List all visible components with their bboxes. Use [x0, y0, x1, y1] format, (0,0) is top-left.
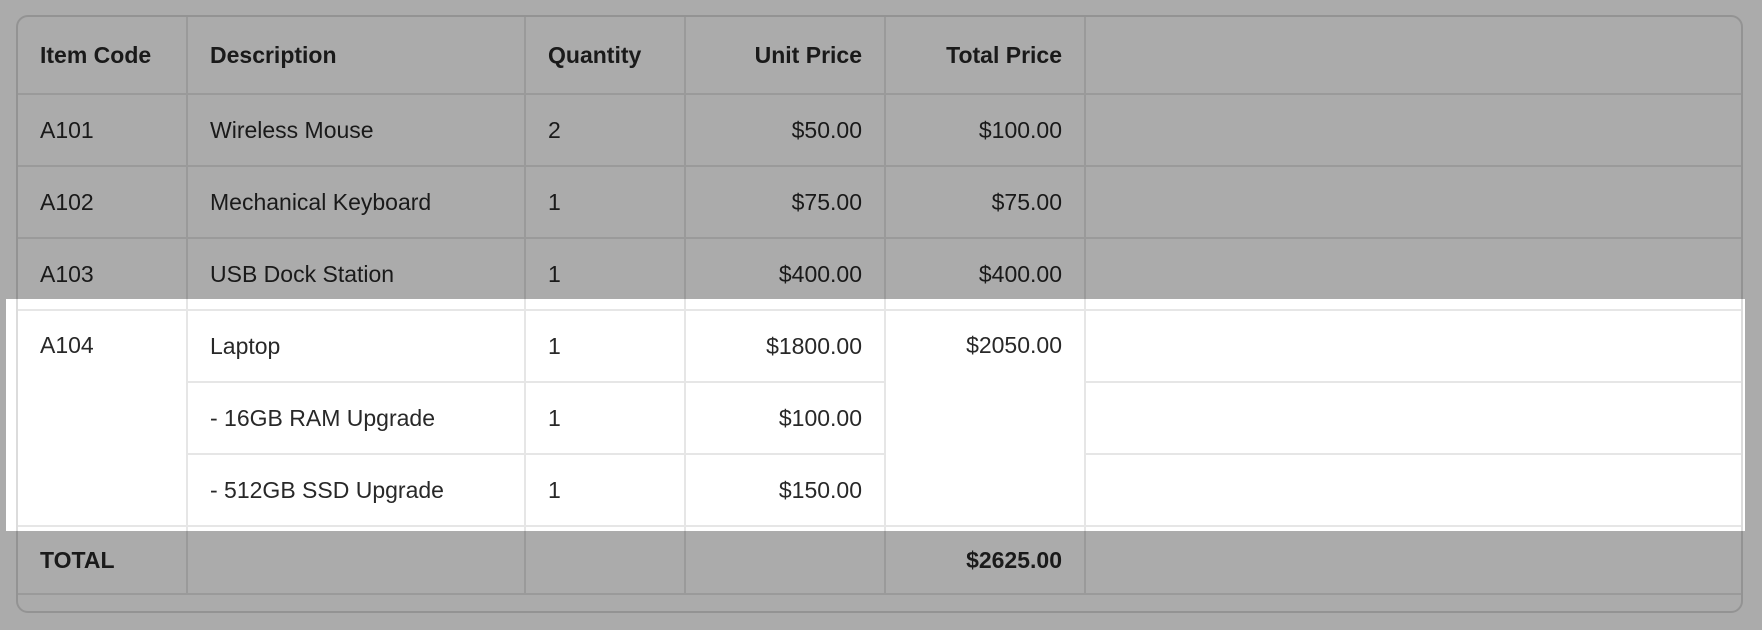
cell-extra [1086, 167, 1741, 239]
cell-extra [1086, 383, 1741, 455]
cell-description: USB Dock Station [188, 239, 526, 311]
cell-quantity [526, 527, 686, 595]
cell-description: - 16GB RAM Upgrade [188, 383, 526, 455]
column-header-total-price: Total Price [886, 17, 1086, 95]
cell-quantity: 1 [526, 311, 686, 383]
column-header-unit-price: Unit Price [686, 17, 886, 95]
column-header-description: Description [188, 17, 526, 95]
cell-unit-price: $150.00 [686, 455, 886, 527]
column-header-extra [1086, 17, 1741, 95]
cell-unit-price [686, 527, 886, 595]
cell-total-price: $75.00 [886, 167, 1086, 239]
cell-extra [1086, 95, 1741, 167]
cell-unit-price: $75.00 [686, 167, 886, 239]
total-price-value: $2625.00 [886, 527, 1086, 595]
table-row-a101: A101 Wireless Mouse 2 $50.00 $100.00 [18, 95, 1741, 167]
cell-description: Mechanical Keyboard [188, 167, 526, 239]
table-row-a104-laptop: A104 Laptop 1 $1800.00 $2050.00 [18, 311, 1741, 527]
column-header-quantity: Quantity [526, 17, 686, 95]
cell-unit-price: $400.00 [686, 239, 886, 311]
invoice-table: Item Code Description Quantity Unit Pric… [18, 17, 1741, 595]
cell-description: Wireless Mouse [188, 95, 526, 167]
cell-unit-price: $100.00 [686, 383, 886, 455]
cell-extra [1086, 239, 1741, 311]
cell-extra [1086, 455, 1741, 527]
cell-description: Laptop [188, 311, 526, 383]
cell-total-price: $100.00 [886, 95, 1086, 167]
cell-item-code: A102 [18, 167, 188, 239]
cell-extra [1086, 311, 1741, 383]
cell-quantity: 1 [526, 239, 686, 311]
cell-description: - 512GB SSD Upgrade [188, 455, 526, 527]
highlighted-row-group-a104[interactable]: A104 Laptop 1 $1800.00 $2050.00 - 16GB R… [18, 311, 1741, 527]
standard-rows: A101 Wireless Mouse 2 $50.00 $100.00 A10… [18, 95, 1741, 311]
table-row-a103: A103 USB Dock Station 1 $400.00 $400.00 [18, 239, 1741, 311]
cell-item-code: A101 [18, 95, 188, 167]
dim-overlay-right [1745, 299, 1762, 531]
cell-extra [1086, 527, 1741, 595]
cell-total-price-merged: $2050.00 [886, 311, 1086, 527]
cell-item-code: A103 [18, 239, 188, 311]
cell-item-code-merged: A104 [18, 311, 188, 527]
cell-unit-price: $1800.00 [686, 311, 886, 383]
table-row-a104-ssd-upgrade: - 512GB SSD Upgrade 1 $150.00 [18, 455, 1741, 527]
cell-quantity: 2 [526, 95, 686, 167]
header-row: Item Code Description Quantity Unit Pric… [18, 17, 1741, 95]
total-row-group: TOTAL $2625.00 [18, 527, 1741, 595]
total-label: TOTAL [18, 527, 188, 595]
table-row-a104-ram-upgrade: - 16GB RAM Upgrade 1 $100.00 [18, 383, 1741, 455]
cell-description [188, 527, 526, 595]
cell-unit-price: $50.00 [686, 95, 886, 167]
cell-quantity: 1 [526, 383, 686, 455]
table-row-total: TOTAL $2625.00 [18, 527, 1741, 595]
column-header-item-code: Item Code [18, 17, 188, 95]
cell-total-price: $400.00 [886, 239, 1086, 311]
dim-overlay-left [0, 299, 6, 531]
cell-quantity: 1 [526, 455, 686, 527]
invoice-table-card: Item Code Description Quantity Unit Pric… [16, 15, 1743, 613]
table-row-a102: A102 Mechanical Keyboard 1 $75.00 $75.00 [18, 167, 1741, 239]
cell-quantity: 1 [526, 167, 686, 239]
